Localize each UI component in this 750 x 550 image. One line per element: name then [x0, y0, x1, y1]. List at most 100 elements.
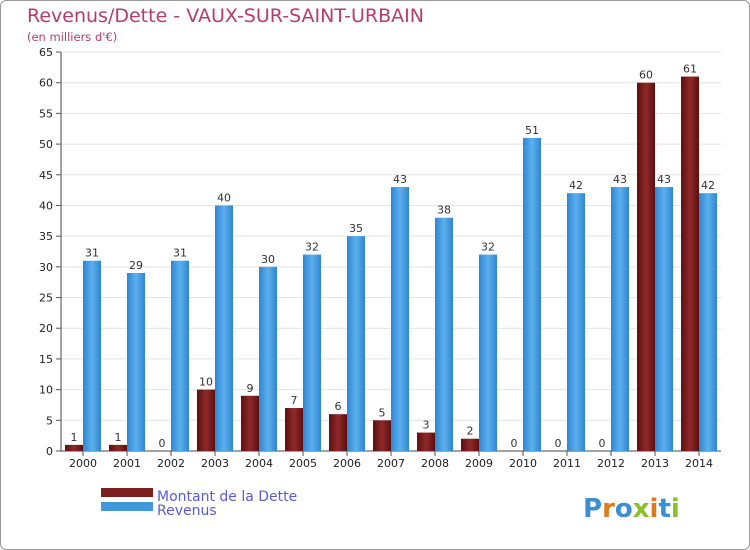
- bar-revenus: [523, 137, 541, 451]
- x-tick-label: 2010: [509, 457, 537, 470]
- bar-revenus: [611, 187, 629, 452]
- label-dette: 0: [599, 437, 606, 450]
- x-tick-label: 2004: [245, 457, 273, 470]
- label-revenus: 29: [129, 259, 143, 272]
- label-revenus: 43: [613, 173, 627, 186]
- chart-title: Revenus/Dette - VAUX-SUR-SAINT-URBAIN: [27, 5, 424, 27]
- logo-letter: r: [602, 494, 615, 524]
- logo-letter: x: [633, 494, 650, 524]
- bar-revenus: [435, 217, 453, 451]
- y-tick-label: 60: [39, 77, 53, 90]
- bars: [65, 76, 717, 452]
- bar-dette: [285, 408, 303, 451]
- bar-dette: [109, 444, 127, 451]
- bar-revenus: [567, 193, 585, 451]
- bar-revenus: [303, 254, 321, 451]
- label-revenus: 38: [437, 204, 451, 217]
- label-dette: 3: [423, 419, 430, 432]
- x-tick-label: 2006: [333, 457, 361, 470]
- bar-revenus: [479, 254, 497, 451]
- legend: Montant de la Dette Revenus: [101, 488, 297, 519]
- label-revenus: 35: [349, 222, 363, 235]
- x-tick-label: 2000: [69, 457, 97, 470]
- y-tick-label: 40: [39, 199, 53, 212]
- x-tick-label: 2011: [553, 457, 581, 470]
- bar-revenus: [259, 266, 277, 451]
- y-tick-label: 55: [39, 107, 53, 120]
- chart-subtitle: (en milliers d'€): [27, 30, 118, 44]
- label-dette: 5: [379, 406, 386, 419]
- label-revenus: 31: [173, 247, 187, 260]
- y-tick-label: 45: [39, 169, 53, 182]
- bar-dette: [65, 444, 83, 451]
- label-dette: 10: [199, 376, 213, 389]
- bar-dette: [637, 82, 655, 451]
- legend-label-dette: Montant de la Dette: [157, 489, 297, 505]
- label-dette: 0: [159, 437, 166, 450]
- proxiti-logo: Proxiti: [583, 494, 680, 524]
- logo-letter: i: [671, 494, 680, 524]
- bar-dette: [417, 432, 435, 451]
- y-tick-label: 20: [39, 322, 53, 335]
- label-dette: 0: [555, 437, 562, 450]
- label-dette: 6: [335, 400, 342, 413]
- y-tick-label: 5: [46, 414, 53, 427]
- label-revenus: 51: [525, 124, 539, 137]
- bar-revenus: [391, 187, 409, 452]
- x-tick-label: 2008: [421, 457, 449, 470]
- bar-revenus: [215, 205, 233, 451]
- label-dette: 2: [467, 425, 474, 438]
- bar-revenus: [171, 260, 189, 451]
- x-tick-label: 2001: [113, 457, 141, 470]
- y-tick-label: 35: [39, 230, 53, 243]
- legend-label-revenus: Revenus: [157, 503, 217, 519]
- y-tick-label: 10: [39, 384, 53, 397]
- x-tick-label: 2003: [201, 457, 229, 470]
- x-tick-labels: 2000 2001 2002 2003 2004 2005 2006 2007 2008 2009…: [69, 451, 713, 470]
- label-dette: 1: [71, 431, 78, 444]
- x-tick-label: 2012: [597, 457, 625, 470]
- bar-revenus: [127, 272, 145, 451]
- bar-revenus: [699, 193, 717, 451]
- y-tick-label: 15: [39, 353, 53, 366]
- bar-dette: [373, 420, 391, 451]
- label-revenus: 32: [305, 241, 319, 254]
- data-labels: 1 31 1 29 0 31 10 40 9 30 7 32 6 35 5 43 3 38 2 32 0 51 0 42 0 43…: [71, 63, 716, 450]
- label-dette: 60: [639, 69, 653, 82]
- bar-revenus: [347, 236, 365, 451]
- x-tick-label: 2014: [685, 457, 713, 470]
- bar-revenus: [83, 260, 101, 451]
- label-dette: 7: [291, 394, 298, 407]
- x-tick-label: 2007: [377, 457, 405, 470]
- x-tick-label: 2002: [157, 457, 185, 470]
- bar-dette: [241, 395, 259, 451]
- y-tick-label: 0: [46, 445, 53, 458]
- legend-swatch-revenus: [101, 502, 153, 511]
- logo-letter: o: [615, 494, 633, 524]
- x-tick-label: 2009: [465, 457, 493, 470]
- label-revenus: 40: [217, 191, 231, 204]
- bar-dette: [681, 76, 699, 452]
- x-tick-label: 2005: [289, 457, 317, 470]
- logo-letter: i: [650, 494, 659, 524]
- label-revenus: 43: [657, 173, 671, 186]
- y-tick-labels: 0 5 10 15 20 25 30 35 40 45 50 55 60 65: [39, 46, 61, 458]
- label-revenus: 30: [261, 253, 275, 266]
- label-revenus: 42: [569, 179, 583, 192]
- label-revenus: 32: [481, 241, 495, 254]
- label-revenus: 31: [85, 247, 99, 260]
- bar-dette: [461, 438, 479, 451]
- y-tick-label: 30: [39, 261, 53, 274]
- bar-revenus: [655, 187, 673, 452]
- x-tick-label: 2013: [641, 457, 669, 470]
- bar-dette: [197, 389, 215, 451]
- label-dette: 1: [115, 431, 122, 444]
- label-dette: 61: [683, 63, 697, 76]
- legend-swatch-dette: [101, 488, 153, 497]
- logo-letter: P: [583, 494, 602, 524]
- bar-dette: [329, 414, 347, 451]
- logo-letter: t: [658, 494, 670, 524]
- label-dette: 9: [247, 382, 254, 395]
